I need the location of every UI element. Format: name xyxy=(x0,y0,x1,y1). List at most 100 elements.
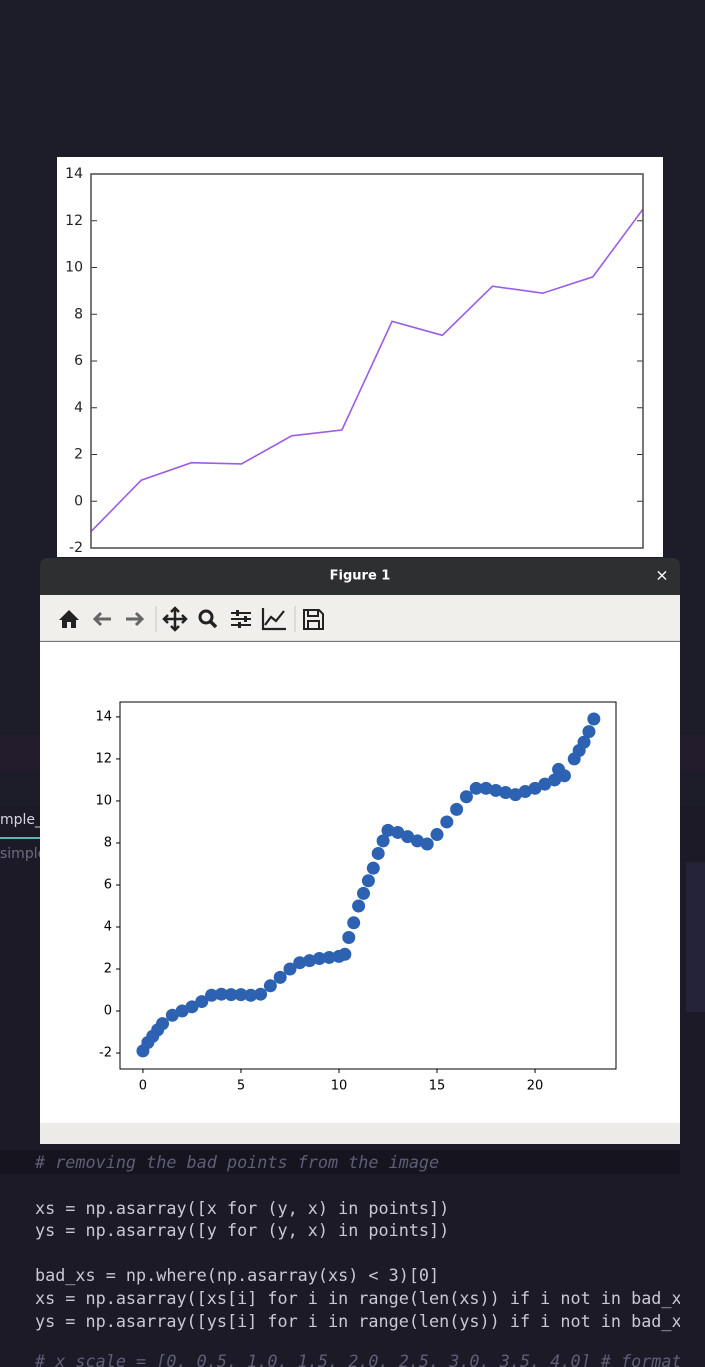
x-tick-label: 20 xyxy=(527,1079,544,1094)
y-tick-label: 8 xyxy=(74,306,83,322)
point xyxy=(224,988,238,1002)
point xyxy=(489,783,503,797)
point xyxy=(371,846,385,860)
point xyxy=(175,1004,189,1018)
background-figure: -2 0 2 4 6 8 10 12 14 xyxy=(57,157,663,557)
save-button[interactable] xyxy=(303,609,324,630)
y-tick-label: 8 xyxy=(104,835,112,850)
scatter-chart: -2 0 2 4 6 8 10 12 14 0 5 10 15 20 xyxy=(95,701,617,1094)
y-tick-label: -2 xyxy=(69,540,83,556)
point xyxy=(244,988,258,1002)
code: # removing the bad points from the image… xyxy=(34,1152,682,1367)
point xyxy=(293,956,307,970)
point xyxy=(342,930,356,944)
y-tick-label: 2 xyxy=(74,447,83,463)
y-tick-label: 12 xyxy=(95,751,112,766)
point xyxy=(440,815,454,829)
point xyxy=(312,952,326,966)
point xyxy=(518,784,532,798)
point xyxy=(582,725,596,739)
point xyxy=(361,874,375,888)
minimap xyxy=(686,862,705,1012)
plot-frame xyxy=(119,701,617,1070)
point xyxy=(205,988,219,1002)
line-chart: -2 0 2 4 6 8 10 12 14 xyxy=(65,166,644,556)
back-button[interactable] xyxy=(92,611,111,627)
breadcrumb: simple xyxy=(0,846,46,862)
point xyxy=(338,947,352,961)
axes-button[interactable] xyxy=(261,608,286,631)
point xyxy=(430,828,444,842)
y-tick-label: 10 xyxy=(65,260,83,276)
zoom-button[interactable] xyxy=(198,609,214,625)
zoom-handle xyxy=(208,619,218,629)
editor-tab[interactable]: mple_ xyxy=(0,812,43,828)
toolbar-icons xyxy=(59,606,324,632)
plot-frame xyxy=(90,173,644,549)
x-tick-label: 15 xyxy=(429,1079,446,1094)
code-line: xs = np.asarray([xs[i] for i in range(le… xyxy=(35,1288,682,1308)
current-line xyxy=(0,1150,680,1174)
point xyxy=(356,886,370,900)
toolbar xyxy=(40,595,680,641)
point xyxy=(165,1008,179,1022)
point xyxy=(303,954,317,968)
point xyxy=(214,987,228,1001)
point xyxy=(352,899,366,913)
point xyxy=(587,712,601,726)
data-line xyxy=(90,208,644,533)
statusbar xyxy=(40,1123,680,1144)
y-tick-label: -2 xyxy=(99,1046,112,1061)
point xyxy=(254,987,268,1001)
point xyxy=(479,781,493,795)
point xyxy=(450,802,464,816)
point xyxy=(538,777,552,791)
titlebar xyxy=(40,558,680,595)
y-tick-label: 0 xyxy=(104,1004,112,1019)
point xyxy=(577,735,591,749)
figure-canvas xyxy=(40,642,680,1123)
y-tick-label: 10 xyxy=(95,793,112,808)
y-tick-label: 0 xyxy=(74,493,83,509)
point xyxy=(347,916,361,930)
y-tick-label: 14 xyxy=(65,166,83,182)
code-line: ys = np.asarray([ys[i] for i in range(le… xyxy=(35,1311,682,1331)
y-tick-label: 12 xyxy=(65,213,83,229)
point xyxy=(376,834,390,848)
y-tick-label: 2 xyxy=(104,962,112,977)
code-line: xs = np.asarray([x for (y, x) in points]… xyxy=(35,1198,449,1218)
y-tick-label: 6 xyxy=(104,877,112,892)
forward-button[interactable] xyxy=(126,611,145,627)
point xyxy=(195,995,209,1009)
point xyxy=(528,781,542,795)
point xyxy=(410,834,424,848)
point xyxy=(548,773,562,787)
point xyxy=(263,979,277,993)
point xyxy=(420,837,434,851)
slider-knob xyxy=(244,616,247,622)
y-tick-label: 6 xyxy=(74,353,83,369)
point xyxy=(381,823,395,837)
close-button[interactable]: × xyxy=(655,566,668,585)
code-line: bad_xs = np.where(np.asarray(xs) < 3)[0] xyxy=(35,1265,439,1285)
point xyxy=(283,962,297,976)
point xyxy=(459,790,473,804)
point xyxy=(366,861,380,875)
code-line: ys = np.asarray([y for (y, x) in points]… xyxy=(35,1220,449,1240)
point xyxy=(557,769,571,783)
point xyxy=(469,781,483,795)
code-line: # removing the bad points from the image xyxy=(34,1152,439,1172)
x-tick-label: 10 xyxy=(331,1079,348,1094)
figure-image xyxy=(57,157,663,557)
point xyxy=(156,1017,170,1031)
point xyxy=(234,988,248,1002)
x-tick-label: 5 xyxy=(237,1079,245,1094)
point xyxy=(499,786,513,800)
point xyxy=(185,1000,199,1014)
slider-knob xyxy=(236,610,239,616)
pan-button[interactable] xyxy=(162,606,188,632)
code-line: # x_scale = [0, 0.5, 1.0, 1.5, 2.0, 2.5,… xyxy=(34,1351,682,1367)
home-button[interactable] xyxy=(59,610,79,628)
point xyxy=(401,830,415,844)
